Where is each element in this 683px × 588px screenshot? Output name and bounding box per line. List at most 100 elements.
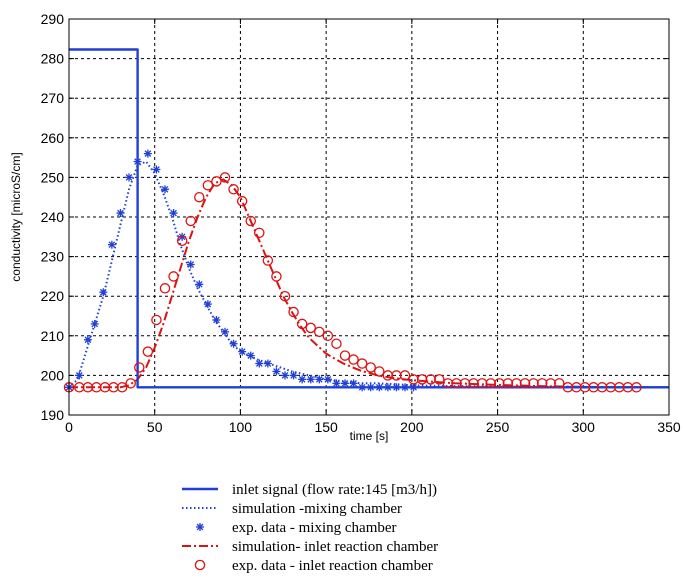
data-point <box>236 195 248 207</box>
data-point <box>262 255 274 266</box>
x-axis-label: time [s] <box>350 429 389 443</box>
data-point <box>323 375 332 384</box>
data-point <box>125 173 133 182</box>
series-line <box>69 178 670 389</box>
data-point <box>254 227 265 239</box>
series-1 <box>68 160 670 389</box>
x-tick-label: 150 <box>314 419 338 435</box>
data-point <box>133 157 142 166</box>
data-point <box>348 354 359 365</box>
y-tick-label: 220 <box>41 288 65 304</box>
data-point <box>409 383 418 392</box>
data-point <box>263 359 272 368</box>
data-point <box>306 375 315 384</box>
legend: inlet signal (flow rate:145 [m3/h]) simul… <box>182 482 438 574</box>
data-point <box>169 209 178 218</box>
data-point <box>349 379 358 388</box>
data-point <box>298 375 307 384</box>
grid <box>69 19 669 415</box>
data-point <box>168 271 179 282</box>
data-point <box>434 374 445 385</box>
legend-item: inlet signal (flow rate:145 [m3/h]) <box>182 482 437 498</box>
data-point <box>339 350 351 361</box>
data-point <box>358 383 367 392</box>
series-2 <box>65 149 418 392</box>
y-tick-label: 280 <box>41 51 65 67</box>
data-point <box>271 271 282 282</box>
legend-marker <box>196 523 204 531</box>
legend-label: inlet signal (flow rate:145 [m3/h]) <box>232 482 437 498</box>
series-4 <box>63 172 642 393</box>
data-point <box>203 300 212 309</box>
legend-item: exp. data - inlet reaction chamber <box>194 558 433 574</box>
data-point <box>134 362 145 373</box>
data-point <box>288 306 299 318</box>
data-point <box>365 362 376 373</box>
y-tick-label: 260 <box>41 130 65 146</box>
data-point <box>255 359 264 368</box>
data-point <box>99 288 108 297</box>
legend-label: exp. data - inlet reaction chamber <box>232 558 433 574</box>
data-point <box>289 371 298 380</box>
data-point <box>176 235 188 247</box>
x-tick-label: 300 <box>572 419 596 435</box>
series-layer <box>63 48 670 393</box>
data-point <box>185 215 196 227</box>
data-point <box>356 358 368 369</box>
y-tick-label: 250 <box>41 169 65 185</box>
data-point <box>401 383 409 392</box>
data-point <box>116 209 125 218</box>
data-point <box>416 374 428 385</box>
y-tick-label: 290 <box>41 11 65 27</box>
data-point <box>315 375 324 384</box>
data-point <box>212 315 221 324</box>
data-point <box>375 383 384 392</box>
data-point <box>161 185 169 194</box>
data-point <box>281 371 289 380</box>
legend-marker <box>194 559 206 571</box>
data-point <box>314 326 325 338</box>
data-point <box>245 215 256 227</box>
axis-ticks: 0 50 100 150 200 250 300 350 190 200 210 220 230 240 2… <box>41 11 681 435</box>
y-tick-label: 200 <box>41 367 65 383</box>
x-tick-label: 250 <box>486 419 510 435</box>
data-point <box>221 327 229 336</box>
data-point <box>75 371 84 380</box>
y-axis-label: conductivity [microS/cm] <box>9 152 23 281</box>
series-3 <box>69 178 670 389</box>
data-point <box>238 347 247 356</box>
x-tick-label: 350 <box>657 419 681 435</box>
data-point <box>83 335 92 344</box>
data-point <box>425 374 436 385</box>
data-point <box>186 260 195 269</box>
legend-label: exp. data - mixing chamber <box>232 520 397 536</box>
y-tick-label: 270 <box>41 90 65 106</box>
data-point <box>159 283 171 294</box>
data-point <box>331 338 342 349</box>
data-point <box>151 314 162 326</box>
data-point <box>152 165 161 174</box>
data-point <box>554 378 565 389</box>
data-point <box>305 322 316 334</box>
data-point <box>246 351 255 360</box>
data-point <box>195 280 204 289</box>
legend-item: simulation- inlet reaction chamber <box>182 539 438 555</box>
data-point <box>229 339 238 348</box>
y-tick-label: 230 <box>41 249 65 265</box>
x-tick-label: 100 <box>229 419 253 435</box>
data-point <box>107 240 116 249</box>
data-point <box>228 184 239 195</box>
data-point <box>211 176 222 187</box>
data-point <box>322 330 334 342</box>
data-point <box>374 366 385 377</box>
data-point <box>143 149 152 158</box>
data-point <box>279 290 291 302</box>
data-point <box>90 319 99 328</box>
data-point <box>383 383 392 392</box>
data-point <box>219 172 231 183</box>
legend-label: simulation -mixing chamber <box>232 501 402 517</box>
series-line <box>68 160 670 389</box>
series-0 <box>69 48 669 389</box>
y-tick-label: 240 <box>41 209 65 225</box>
